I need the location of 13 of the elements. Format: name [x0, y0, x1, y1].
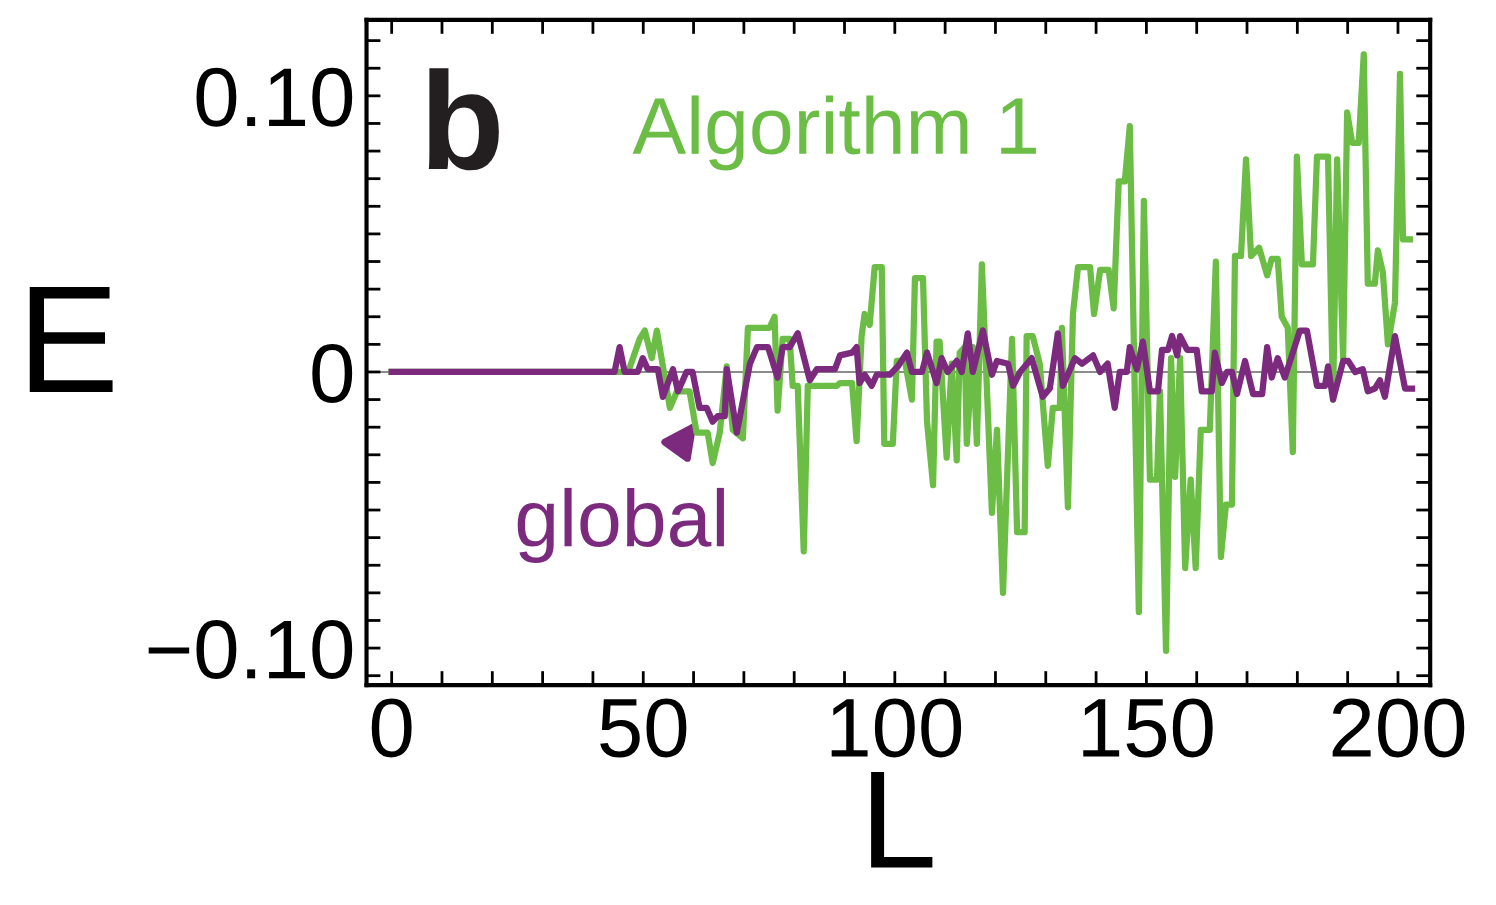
annotation: b — [428, 68, 499, 171]
x-tick-label: 50 — [600, 698, 687, 758]
x-tick-label: 100 — [831, 698, 962, 758]
x-tick-label: 0 — [371, 698, 412, 758]
series-label: Algorithm 1 — [632, 95, 1036, 171]
legend-label: global — [517, 487, 724, 563]
x-tick-label: 150 — [1083, 698, 1213, 758]
y-tick-label: 0 — [312, 343, 353, 403]
x-axis-title: L — [871, 772, 933, 868]
y-tick-label: −0.10 — [148, 620, 353, 680]
y-axis-title: E — [29, 286, 113, 392]
x-tick-label: 200 — [1332, 698, 1465, 758]
y-tick-label: 0.10 — [196, 67, 353, 127]
